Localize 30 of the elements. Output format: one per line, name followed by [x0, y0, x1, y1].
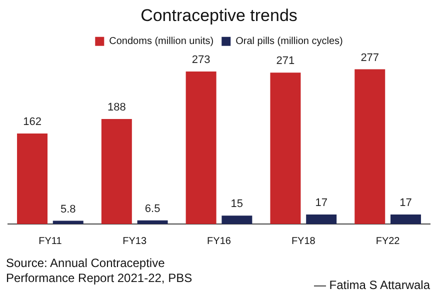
chart-title: Contraceptive trends — [140, 6, 298, 25]
bar — [186, 71, 216, 224]
bar — [270, 72, 301, 224]
legend-label: Oral pills (million cycles) — [236, 36, 343, 48]
source-note: Source: Annual Contraceptive Performance Report 2021-22, PBS — [6, 256, 194, 286]
data-label: 277 — [360, 52, 380, 64]
bar — [17, 133, 48, 224]
data-label: 271 — [276, 55, 295, 68]
x-tick-label: FY11 — [38, 236, 62, 247]
bar — [306, 214, 337, 224]
bar — [354, 69, 386, 224]
data-label: 162 — [23, 116, 42, 128]
x-tick-label: FY16 — [207, 236, 232, 247]
data-label: 17 — [315, 197, 328, 210]
bar — [101, 118, 132, 224]
data-label: 273 — [192, 54, 210, 66]
legend-label: Condoms (million units) — [109, 36, 214, 48]
text: — Fatima S Attarwala — [314, 278, 430, 292]
x-tick-label: FY13 — [122, 236, 147, 247]
bar — [390, 214, 421, 224]
data-label: 6.5 — [144, 202, 160, 215]
x-tick-label: FY22 — [376, 236, 400, 247]
bar — [222, 216, 252, 224]
x-tick-label: FY18 — [291, 236, 316, 247]
data-label: 17 — [400, 197, 412, 210]
data-label: 5.8 — [60, 203, 76, 216]
bar — [52, 220, 84, 224]
data-label: 15 — [230, 198, 244, 210]
bar — [137, 220, 168, 224]
data-label: 188 — [107, 102, 126, 114]
